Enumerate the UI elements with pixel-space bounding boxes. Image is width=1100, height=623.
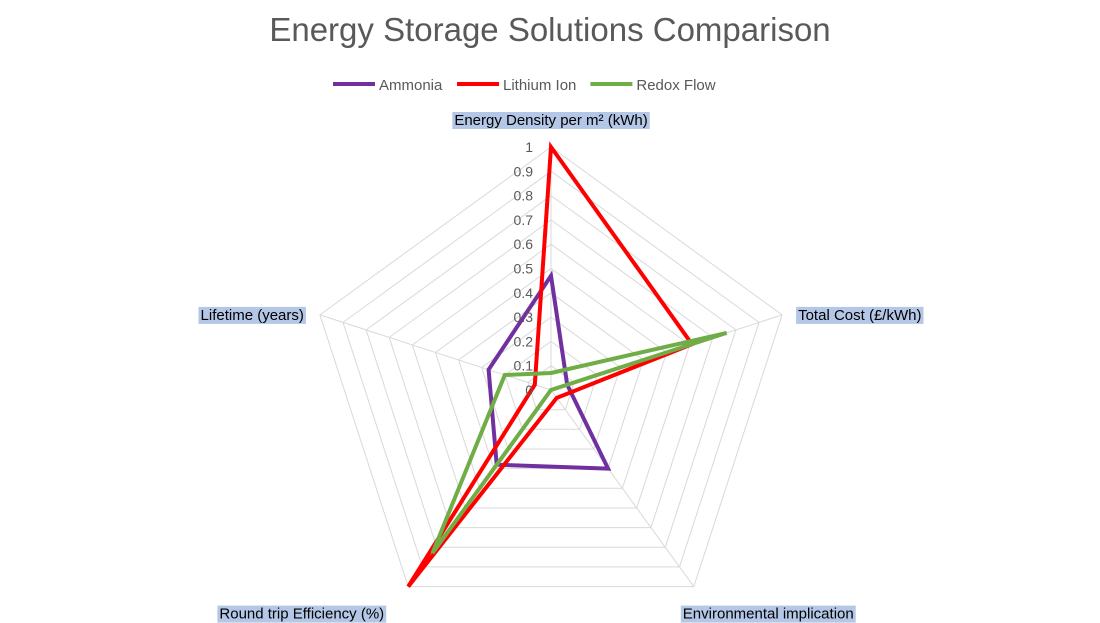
category-label: Total Cost (£/kWh): [796, 306, 924, 324]
legend-item: Ammonia: [333, 77, 443, 94]
grid-spoke: [550, 389, 695, 587]
grid-ring: [319, 146, 783, 588]
tick-label: 0.1: [514, 358, 534, 374]
series-ammonia-line: [486, 270, 612, 471]
grid-ring: [504, 340, 598, 430]
grid-ring: [527, 365, 575, 411]
legend-label: Ammonia: [379, 77, 443, 94]
category-label-text: Energy Density per m² (kWh): [454, 112, 647, 129]
label-highlight: [452, 112, 650, 129]
grid-ring: [342, 170, 760, 568]
legend-label: Redox Flow: [636, 77, 715, 94]
tick-label: 0.7: [514, 212, 534, 228]
legend-label: Lithium Ion: [503, 77, 576, 94]
grid-ring: [411, 243, 691, 509]
category-label: Round trip Efficiency (%): [217, 605, 387, 623]
grid-ring: [434, 267, 668, 489]
tick-label: 0.8: [514, 188, 534, 204]
tick-label: 1: [525, 139, 533, 155]
category-labels: Energy Density per m² (kWh) Total Cost (£…: [198, 112, 924, 623]
tick-label: 0.3: [514, 309, 534, 325]
tick-label: 0.9: [514, 163, 534, 179]
radar-grid: [319, 146, 783, 588]
series-layer: [406, 141, 728, 588]
tick-label: 0: [525, 382, 533, 398]
tick-label: 0.5: [514, 261, 534, 277]
series-redox-flow-line: [430, 330, 728, 555]
legend-item: Redox Flow: [590, 77, 716, 94]
legend: Ammonia Lithium Ion Redox Flow: [333, 77, 716, 94]
label-highlight: [217, 605, 387, 623]
label-highlight: [198, 306, 306, 324]
category-label-text: Round trip Efficiency (%): [219, 606, 384, 623]
grid-ring: [365, 194, 737, 548]
category-label-text: Lifetime (years): [201, 307, 304, 324]
tick-label: 0.4: [514, 285, 534, 301]
grid-ring: [388, 219, 714, 529]
series-lithium-ion-line: [406, 141, 696, 588]
radial-tick-labels: 0 0.1 0.2 0.3 0.4 0.5 0.6 0.7 0.8 0.9 1: [514, 139, 534, 398]
category-label: Environmental implication: [680, 605, 856, 623]
category-label-text: Total Cost (£/kWh): [798, 307, 921, 324]
label-highlight: [796, 306, 924, 324]
chart-title: Energy Storage Solutions Comparison: [269, 11, 830, 48]
tick-label: 0.6: [514, 236, 534, 252]
category-label-text: Environmental implication: [683, 606, 854, 623]
grid-spoke: [319, 314, 552, 391]
tick-label: 0.2: [514, 333, 534, 349]
category-label: Energy Density per m² (kWh): [452, 112, 650, 129]
legend-item: Lithium Ion: [457, 77, 576, 94]
category-label: Lifetime (years): [198, 306, 306, 324]
label-highlight: [680, 605, 856, 623]
